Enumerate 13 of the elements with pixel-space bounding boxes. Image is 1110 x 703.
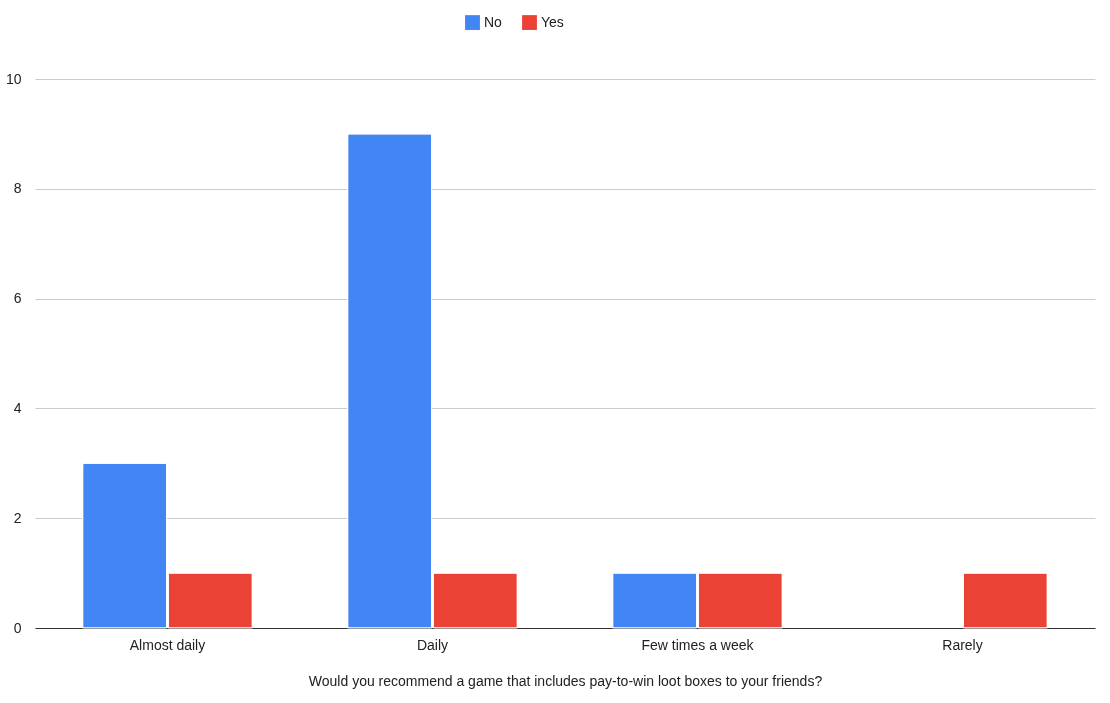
x-tick-label: Almost daily [129, 636, 206, 653]
y-tick-label: 0 [13, 619, 22, 636]
x-tick-label: Few times a week [641, 636, 755, 653]
legend-label: No [484, 13, 503, 30]
y-tick-label: 2 [13, 509, 22, 526]
y-tick-label: 4 [13, 399, 22, 416]
x-tick-label: Daily [416, 636, 449, 653]
y-tick-label: 8 [13, 180, 22, 197]
x-tick-label: Rarely [942, 636, 983, 653]
x-axis-title: Would you recommend a game that includes pay-to-win loot boxes to your friends? [308, 672, 823, 689]
legend-label: Yes [541, 13, 564, 30]
y-tick-label: 10 [5, 70, 22, 87]
y-tick-label: 6 [13, 290, 22, 307]
